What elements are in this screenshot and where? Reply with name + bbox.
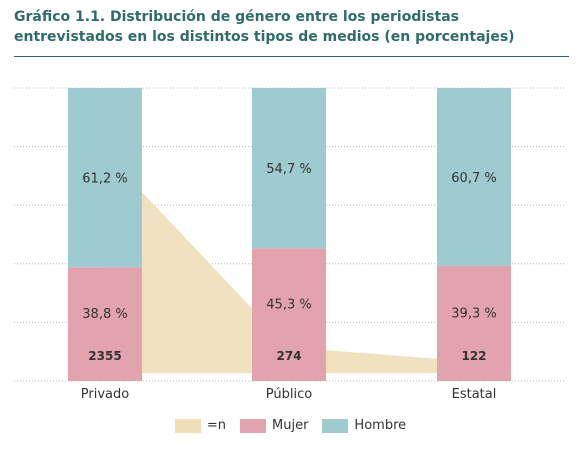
legend-swatch-n <box>174 418 201 433</box>
legend-item-hombre: Hombre <box>322 418 406 433</box>
n-label-0: 2355 <box>88 349 121 363</box>
bar-hombre-0 <box>68 88 142 268</box>
legend-item-mujer: Mujer <box>240 418 308 433</box>
data-label-hombre-2: 60,7 % <box>451 171 496 186</box>
x-tick-label-2: Estatal <box>452 387 497 402</box>
legend-swatch-hombre <box>322 418 349 433</box>
bars <box>68 88 511 381</box>
chart-title: Gráfico 1.1. Distribución de género entr… <box>14 9 515 45</box>
bar-mujer-0 <box>68 267 142 381</box>
data-label-hombre-1: 54,7 % <box>266 162 311 177</box>
n-area-shape <box>105 153 474 373</box>
n-label-2: 122 <box>461 349 486 363</box>
x-tick-label-0: Privado <box>81 387 129 402</box>
legend: =n Mujer Hombre <box>0 418 581 433</box>
labels: 38,8 % 61,2 % 2355 Privado 45,3 % 54,7 % 274 Pú… <box>81 162 497 402</box>
n-area <box>105 153 474 373</box>
legend-swatch-mujer <box>240 418 266 433</box>
bar-hombre-2 <box>437 88 511 266</box>
n-label-1: 274 <box>276 349 301 363</box>
data-label-mujer-1: 45,3 % <box>266 298 311 313</box>
legend-label-hombre: Hombre <box>354 418 407 433</box>
legend-label-mujer: Mujer <box>272 418 309 433</box>
bar-hombre-1 <box>252 88 326 249</box>
data-label-mujer-2: 39,3 % <box>451 306 496 321</box>
x-tick-label-1: Público <box>266 387 312 402</box>
data-label-mujer-0: 38,8 % <box>82 307 127 322</box>
bar-mujer-1 <box>252 248 326 381</box>
legend-label-n: =n <box>206 418 226 433</box>
data-label-hombre-0: 61,2 % <box>82 172 127 187</box>
bar-mujer-2 <box>437 265 511 381</box>
title-rule <box>14 56 569 57</box>
legend-item-n: =n <box>174 418 226 433</box>
